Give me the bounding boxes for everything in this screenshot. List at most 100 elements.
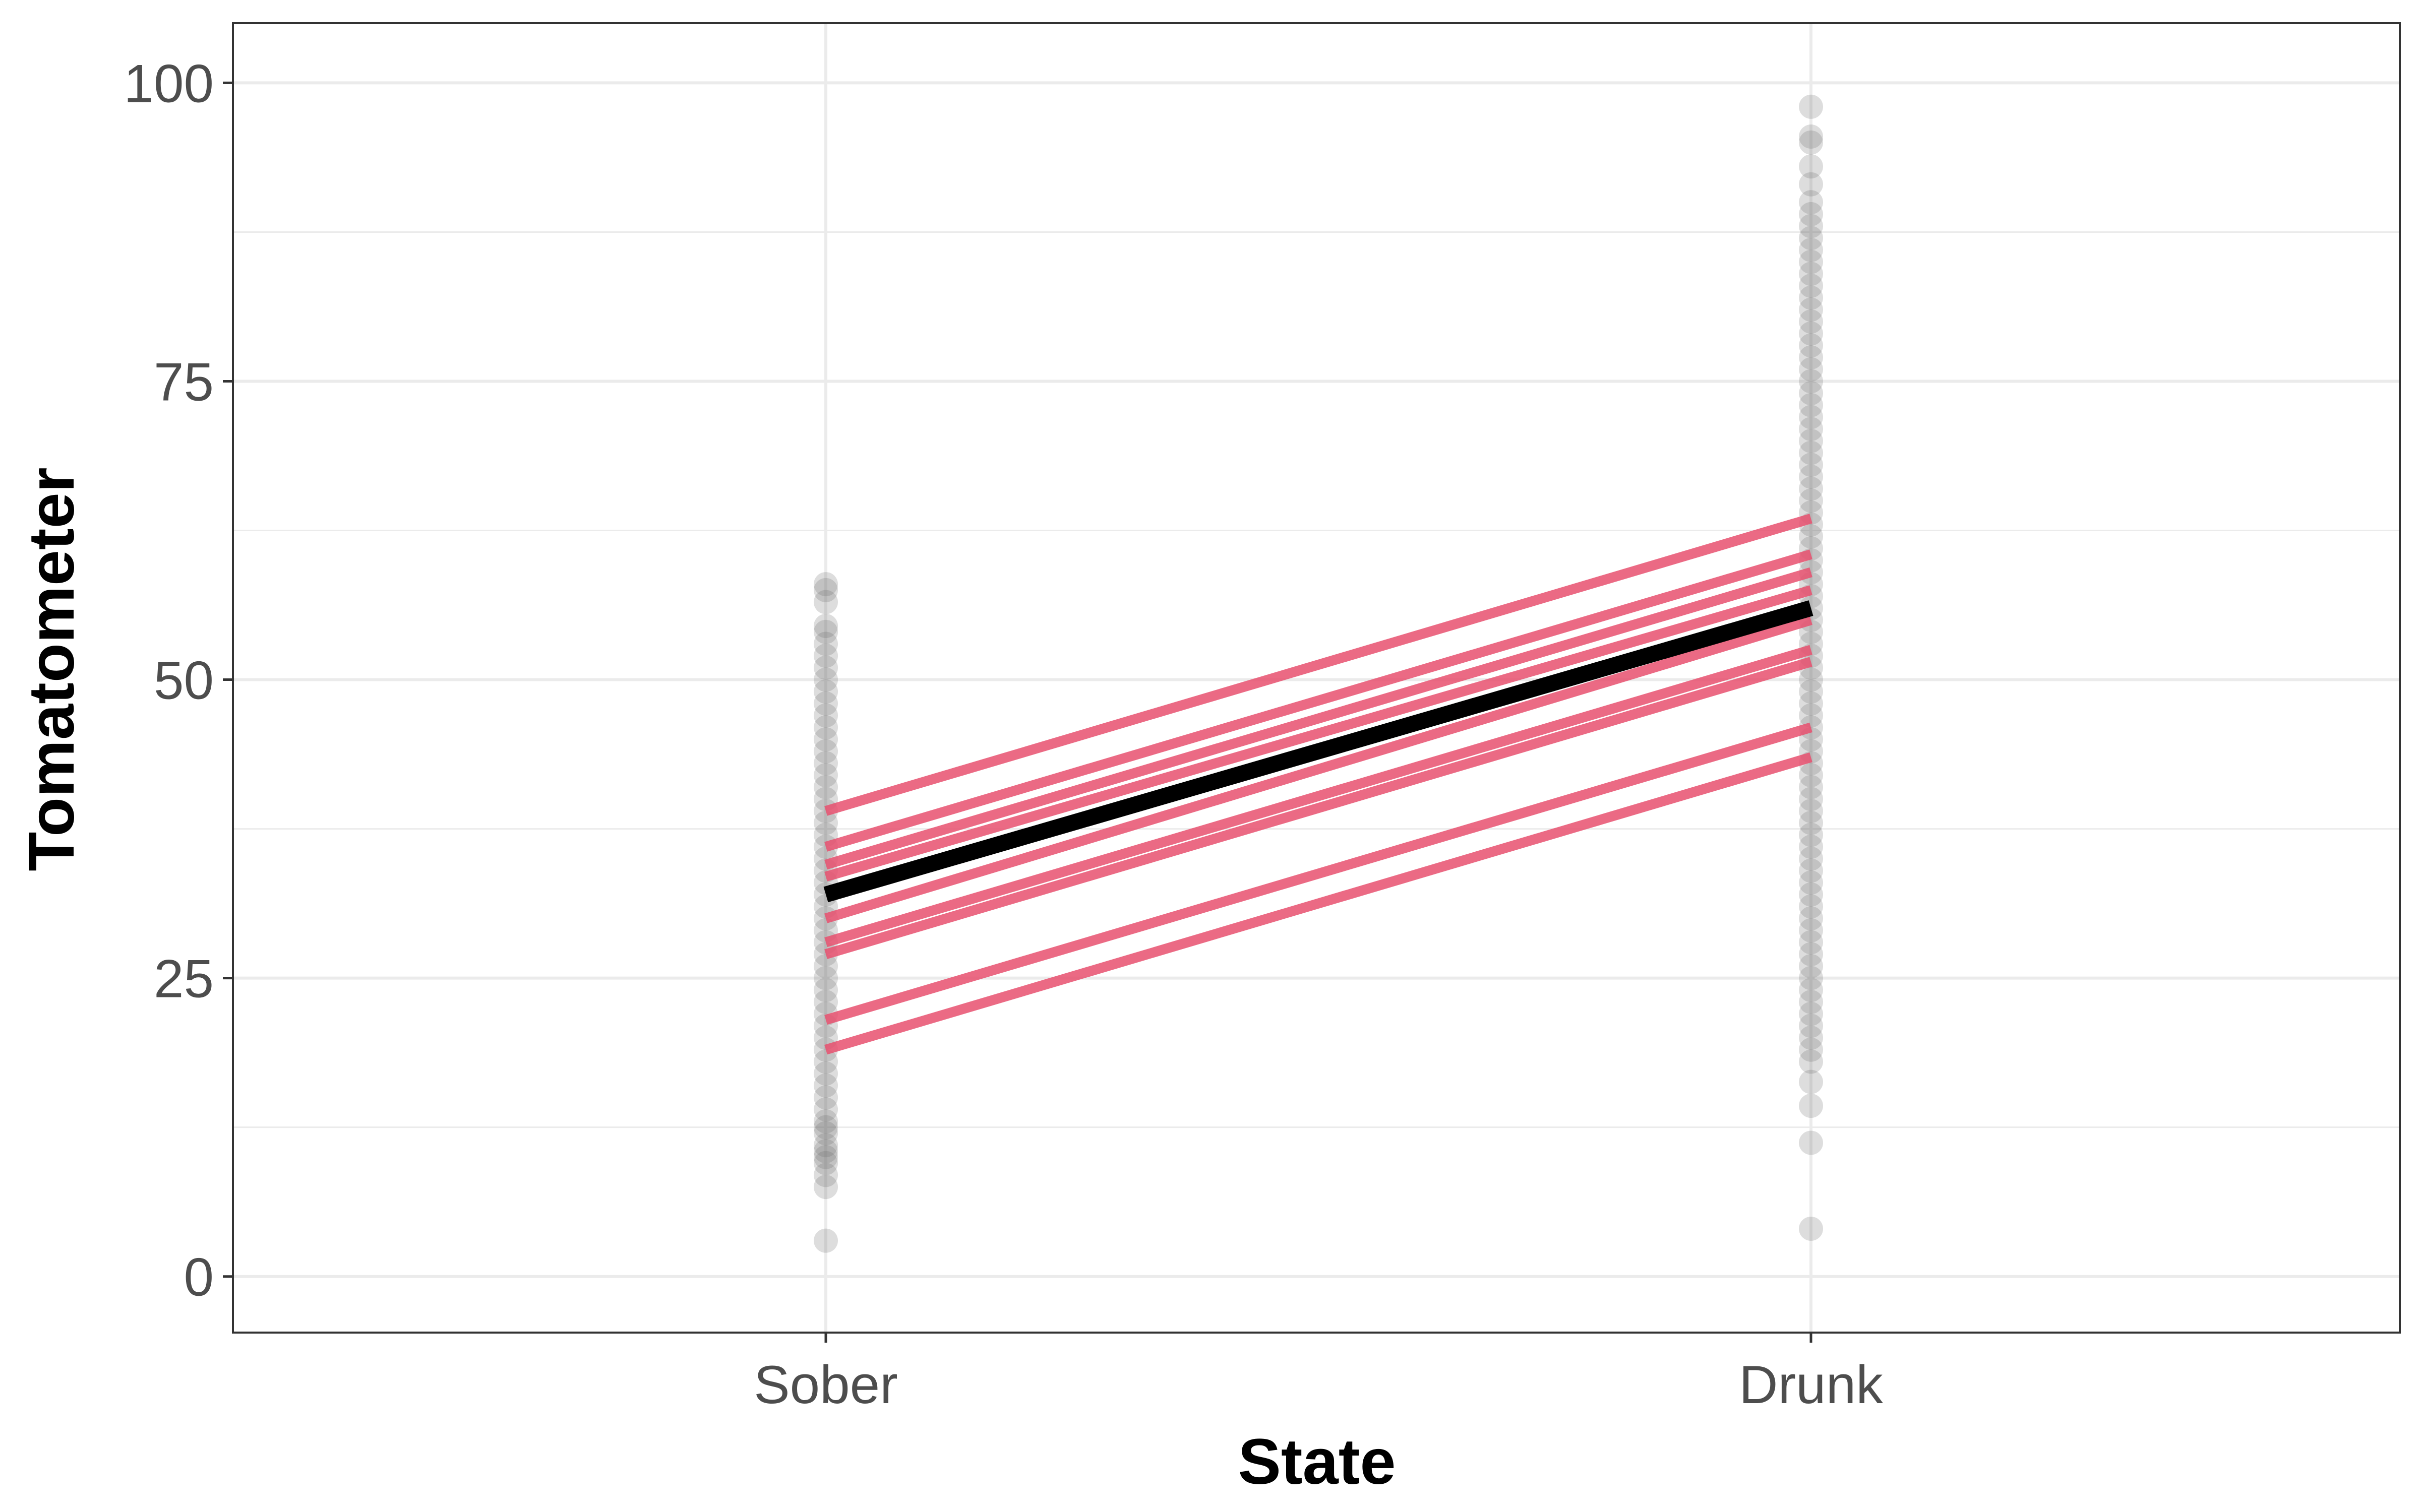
data-point [1799, 321, 1823, 346]
data-point [1799, 214, 1823, 238]
data-point [1799, 202, 1823, 226]
data-point [1799, 393, 1823, 417]
data-point [814, 954, 838, 978]
y-axis-title: Tomatometer [16, 467, 88, 871]
data-point [1799, 942, 1823, 967]
data-point [814, 1151, 838, 1175]
data-point [814, 1115, 838, 1140]
data-point [1799, 172, 1823, 197]
y-tick-label: 25 [154, 949, 214, 1009]
data-point [814, 989, 838, 1014]
data-point [1799, 1037, 1823, 1062]
data-point [1799, 667, 1823, 692]
data-point [1799, 440, 1823, 465]
data-point [1799, 989, 1823, 1014]
data-point [1799, 930, 1823, 955]
data-point [814, 1073, 838, 1098]
data-point [1799, 226, 1823, 250]
data-point [814, 1061, 838, 1086]
data-point [814, 775, 838, 799]
data-point [1799, 453, 1823, 477]
data-point [1799, 345, 1823, 370]
sample-line [824, 514, 1812, 816]
data-point [1799, 823, 1823, 847]
data-point [1799, 691, 1823, 716]
data-point [1799, 1049, 1823, 1074]
data-point [1799, 417, 1823, 442]
data-point [1799, 488, 1823, 513]
data-point [814, 1121, 838, 1146]
data-point [814, 619, 838, 644]
data-point [814, 644, 838, 668]
sample-lines [824, 514, 1812, 1055]
data-point [1799, 476, 1823, 501]
data-point [1799, 835, 1823, 859]
data-point [1799, 94, 1823, 119]
x-tick-label: Sober [754, 1354, 898, 1415]
data-point [814, 572, 838, 597]
y-tick-label: 0 [184, 1247, 214, 1307]
data-point [1799, 154, 1823, 179]
data-point [814, 578, 838, 602]
data-point [814, 1085, 838, 1110]
data-point [814, 810, 838, 835]
data-point [1799, 763, 1823, 788]
data-point [1799, 858, 1823, 883]
data-point [1799, 428, 1823, 453]
data-point [814, 727, 838, 751]
data-point [1799, 799, 1823, 824]
data-point [814, 1175, 838, 1200]
data-point [1799, 906, 1823, 931]
data-point [1799, 954, 1823, 978]
data-point [1799, 1014, 1823, 1038]
data-point [814, 679, 838, 704]
data-point [814, 691, 838, 716]
sample-line [824, 752, 1812, 1055]
mean-line [823, 600, 1813, 903]
data-point [1799, 1216, 1823, 1241]
panel-border [232, 22, 2401, 1334]
sample-line [824, 722, 1812, 1025]
data-point [1799, 285, 1823, 310]
data-point [814, 978, 838, 1002]
data-point [814, 751, 838, 776]
sample-line [824, 615, 1812, 923]
data-point [814, 1139, 838, 1164]
data-point [1799, 237, 1823, 262]
data-point [1799, 966, 1823, 990]
data-point [1799, 787, 1823, 811]
y-tick-label: 100 [124, 53, 214, 113]
data-point [814, 590, 838, 614]
data-point [1799, 249, 1823, 274]
data-point [1799, 978, 1823, 1002]
data-point [814, 966, 838, 990]
axes: 0 25 50 75 100 Sober Drunk [124, 53, 1883, 1415]
data-point [1799, 703, 1823, 728]
data-point [1799, 1094, 1823, 1118]
data-point [1799, 190, 1823, 215]
data-point [1799, 309, 1823, 334]
data-point [1799, 124, 1823, 149]
data-point [1799, 846, 1823, 871]
data-point [814, 667, 838, 692]
data-point [1799, 262, 1823, 286]
data-point [1799, 369, 1823, 394]
data-point [1799, 882, 1823, 907]
data-point [814, 703, 838, 728]
data-point [1799, 405, 1823, 429]
x-axis-title: State [1238, 1426, 1396, 1498]
data-point [1799, 894, 1823, 919]
data-point [814, 715, 838, 740]
data-point [1799, 810, 1823, 835]
data-point [1799, 333, 1823, 358]
data-point [1799, 381, 1823, 406]
data-point [814, 1109, 838, 1133]
data-point [1799, 918, 1823, 942]
data-point [1799, 1001, 1823, 1026]
data-point [1799, 1026, 1823, 1050]
data-point [814, 1133, 838, 1158]
data-point [1799, 775, 1823, 799]
data-point [1799, 679, 1823, 704]
